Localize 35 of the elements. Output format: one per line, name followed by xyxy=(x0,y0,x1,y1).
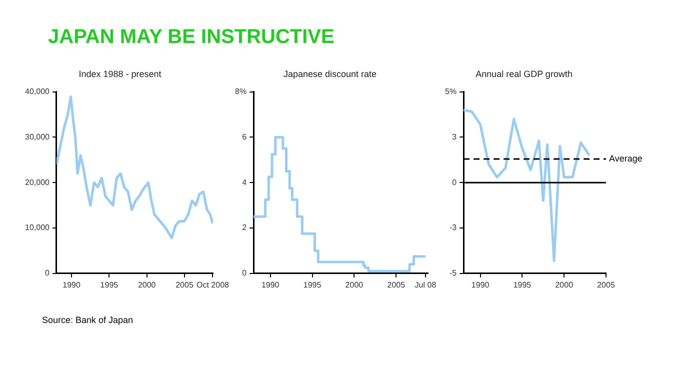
source-note: Source: Bank of Japan xyxy=(42,315,134,325)
chart-title: Japanese discount rate xyxy=(283,68,377,79)
y-tick-label: 10,000 xyxy=(25,223,50,232)
y-tick-label: 5% xyxy=(445,87,457,96)
x-tick-label: 1995 xyxy=(303,280,322,290)
text: JAPAN MAY BE INSTRUCTIVE xyxy=(48,26,336,49)
y-tick-label: -3 xyxy=(449,223,458,232)
y-tick-label: 2 xyxy=(242,223,248,232)
y-tick-label: 6 xyxy=(242,132,248,142)
chart-title: Annual real GDP growth xyxy=(476,68,572,79)
x-tick-label: 1990 xyxy=(62,280,81,290)
x-tick-label: Oct 2008 xyxy=(196,280,230,290)
ref-line-label: Average xyxy=(609,153,642,164)
x-tick-label: Jul 08 xyxy=(414,280,437,290)
y-tick-label: 0 xyxy=(242,268,248,278)
y-tick-label: 4 xyxy=(242,178,248,187)
y-tick-label: 8% xyxy=(235,87,247,96)
y-tick-label: 30,000 xyxy=(25,132,50,142)
x-tick-label: 2000 xyxy=(345,280,364,290)
x-tick-label: 1995 xyxy=(513,280,532,290)
y-tick-label: 40,000 xyxy=(25,87,50,96)
y-tick-label: 3 xyxy=(452,132,458,142)
x-tick-label: 1995 xyxy=(100,280,119,290)
x-tick-label: 2005 xyxy=(176,280,194,290)
x-tick-label: 2000 xyxy=(555,280,574,290)
x-tick-label: 1990 xyxy=(261,280,280,290)
x-tick-label: 2005 xyxy=(597,280,616,290)
y-tick-label: 20,000 xyxy=(25,178,50,187)
y-tick-label: -5 xyxy=(449,268,458,278)
x-tick-label: 2000 xyxy=(138,280,156,290)
chart-title: Index 1988 - present xyxy=(78,68,162,79)
y-tick-label: 0 xyxy=(45,268,50,278)
x-tick-label: 2005 xyxy=(387,280,406,290)
x-tick-label: 1990 xyxy=(471,280,490,290)
y-tick-label: 0 xyxy=(452,178,458,187)
